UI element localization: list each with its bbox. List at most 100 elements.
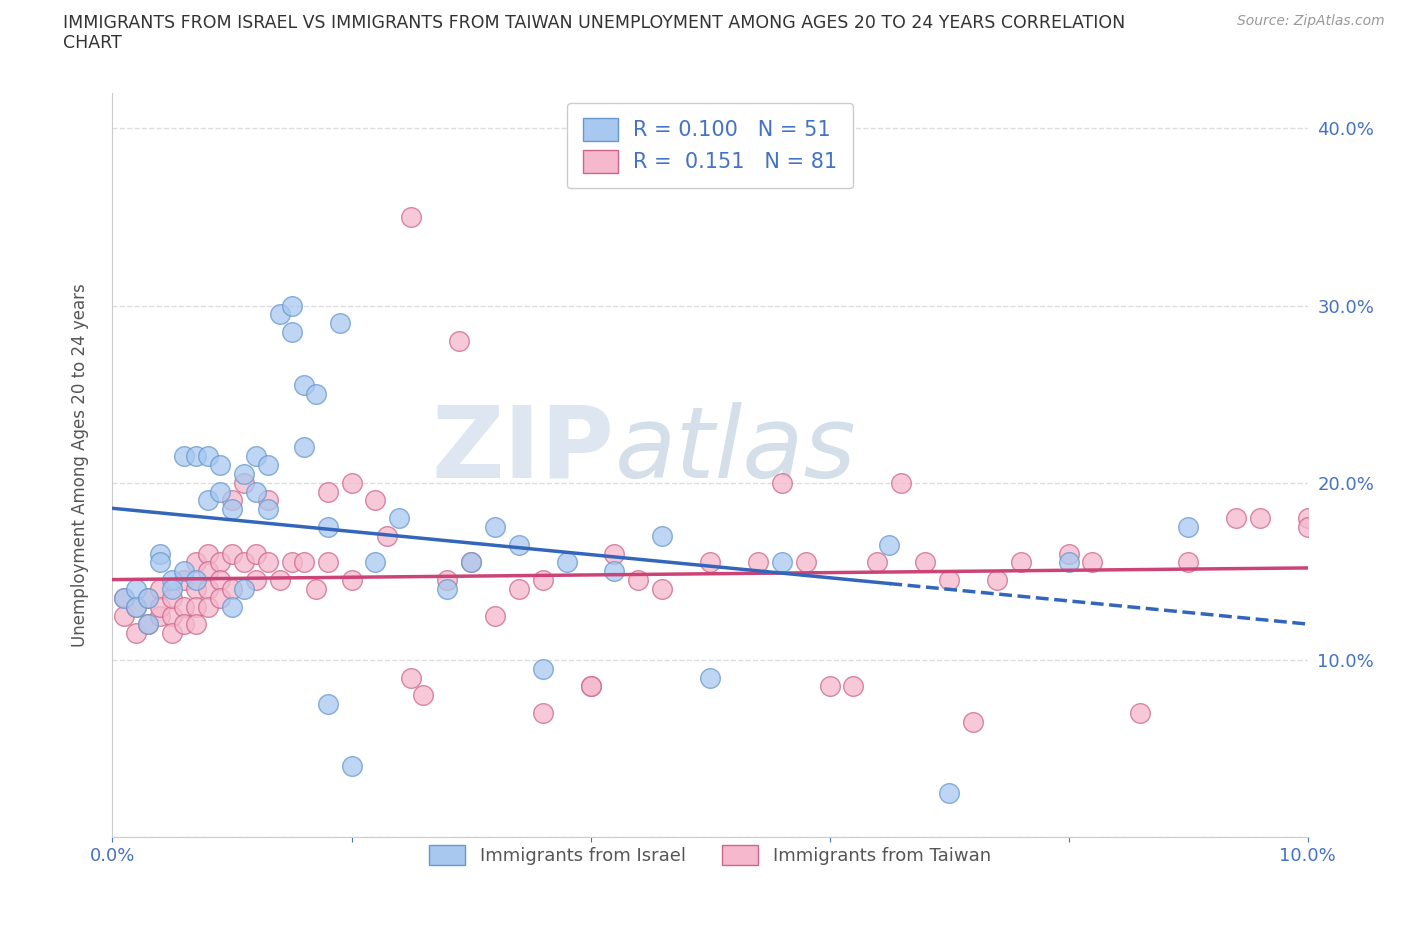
Point (209, 458, 232, 472)
Legend: Immigrants from Israel, Immigrants from Taiwan: Immigrants from Israel, Immigrants from … (422, 837, 998, 872)
Point (818, 679, 841, 694)
Point (162, 581, 183, 596)
Point (305, 581, 328, 596)
Point (340, 573, 363, 588)
Point (233, 555, 256, 570)
Text: IMMIGRANTS FROM ISRAEL VS IMMIGRANTS FROM TAIWAN UNEMPLOYMENT AMONG AGES 20 TO 2: IMMIGRANTS FROM ISRAEL VS IMMIGRANTS FRO… (63, 14, 1126, 32)
Point (138, 591, 160, 605)
Point (603, 546, 626, 561)
Point (186, 573, 208, 588)
Point (794, 555, 817, 570)
Point (1249, 511, 1271, 525)
Point (770, 475, 793, 490)
Point (186, 599, 208, 614)
Point (340, 475, 363, 490)
Text: Source: ZipAtlas.com: Source: ZipAtlas.com (1237, 14, 1385, 28)
Point (1010, 555, 1032, 570)
Point (449, 334, 471, 349)
Point (986, 573, 1008, 588)
Point (1081, 555, 1104, 570)
Point (436, 581, 458, 596)
Point (125, 626, 148, 641)
Point (197, 599, 219, 614)
Point (1177, 520, 1199, 535)
Point (436, 573, 458, 588)
Point (603, 564, 626, 578)
Point (257, 458, 280, 472)
Point (197, 581, 219, 596)
Point (316, 697, 339, 711)
Point (281, 299, 304, 313)
Point (138, 591, 160, 605)
Point (292, 440, 315, 455)
Point (401, 209, 423, 224)
Point (125, 599, 148, 614)
Point (747, 555, 769, 570)
Point (221, 581, 243, 596)
Point (1129, 706, 1152, 721)
Point (842, 679, 865, 694)
Point (149, 608, 172, 623)
Point (186, 617, 208, 631)
Point (377, 528, 399, 543)
Point (221, 493, 243, 508)
Point (770, 555, 793, 570)
Point (555, 555, 578, 570)
Point (162, 626, 183, 641)
Point (292, 555, 315, 570)
Point (1296, 520, 1319, 535)
Point (245, 448, 267, 463)
Point (699, 555, 721, 570)
Point (138, 617, 160, 631)
Point (1296, 511, 1319, 525)
Point (221, 502, 243, 517)
Point (197, 493, 219, 508)
Point (508, 538, 530, 552)
Point (257, 502, 280, 517)
Point (1225, 511, 1247, 525)
Point (269, 307, 291, 322)
Point (305, 387, 328, 402)
Point (866, 555, 889, 570)
Text: ZIP: ZIP (432, 402, 614, 498)
Point (209, 555, 232, 570)
Point (412, 688, 434, 703)
Text: atlas: atlas (614, 402, 856, 498)
Point (1177, 555, 1199, 570)
Point (173, 448, 195, 463)
Point (173, 564, 195, 578)
Point (651, 528, 673, 543)
Point (233, 581, 256, 596)
Point (162, 573, 183, 588)
Point (281, 555, 304, 570)
Point (281, 325, 304, 339)
Point (890, 475, 912, 490)
Point (938, 573, 960, 588)
Point (531, 706, 554, 721)
Point (173, 573, 195, 588)
Point (460, 555, 482, 570)
Point (197, 546, 219, 561)
Point (209, 485, 232, 499)
Point (364, 493, 387, 508)
Y-axis label: Unemployment Among Ages 20 to 24 years: Unemployment Among Ages 20 to 24 years (70, 283, 89, 647)
Point (460, 555, 482, 570)
Point (162, 591, 183, 605)
Point (162, 608, 183, 623)
Text: CHART: CHART (63, 34, 122, 52)
Point (292, 378, 315, 392)
Point (388, 511, 411, 525)
Point (316, 555, 339, 570)
Point (257, 555, 280, 570)
Point (186, 555, 208, 570)
Point (221, 546, 243, 561)
Point (938, 785, 960, 800)
Point (186, 448, 208, 463)
Point (316, 485, 339, 499)
Point (651, 581, 673, 596)
Point (484, 520, 506, 535)
Point (484, 608, 506, 623)
Point (149, 581, 172, 596)
Point (173, 617, 195, 631)
Point (699, 671, 721, 685)
